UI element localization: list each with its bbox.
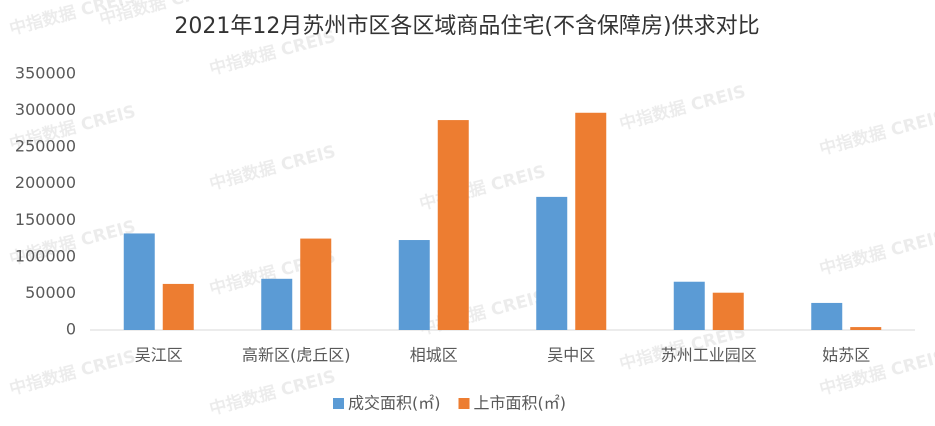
bar — [123, 233, 155, 330]
watermark: 中指数据 CREIS — [617, 81, 748, 135]
bar — [811, 302, 843, 330]
watermark: 中指数据 CREIS — [817, 226, 935, 280]
bar — [712, 292, 744, 330]
watermark: 中指数据 CREIS — [207, 141, 338, 195]
x-tick-label: 相城区 — [410, 346, 458, 365]
y-tick-label: 350000 — [15, 64, 76, 83]
bar — [261, 278, 293, 330]
bar — [575, 112, 607, 330]
y-tick-label: 50000 — [25, 283, 76, 302]
x-tick-label: 吴中区 — [547, 346, 595, 365]
y-tick-label: 150000 — [15, 210, 76, 229]
y-tick-label: 300000 — [15, 100, 76, 119]
bar — [673, 281, 705, 330]
legend-label: 成交面积(㎡) — [348, 394, 441, 413]
bar — [437, 120, 469, 330]
bar — [398, 240, 430, 330]
y-tick-label: 250000 — [15, 137, 76, 156]
watermark: 中指数据 CREIS — [417, 286, 548, 340]
legend-swatch — [333, 398, 344, 409]
watermark: 中指数据 CREIS — [7, 346, 138, 400]
bar — [536, 196, 568, 330]
y-tick-label: 0 — [66, 320, 76, 339]
bar — [162, 283, 194, 330]
bar — [300, 238, 332, 330]
y-tick-label: 200000 — [15, 173, 76, 192]
x-tick-label: 姑苏区 — [822, 346, 870, 365]
x-tick-label: 吴江区 — [135, 346, 183, 365]
watermark: 中指数据 CREIS — [207, 366, 338, 420]
legend-label: 上市面积(㎡) — [474, 394, 567, 413]
watermark: 中指数据 CREIS — [417, 161, 548, 215]
y-tick-label: 100000 — [15, 246, 76, 265]
legend-swatch — [458, 398, 470, 409]
bar — [850, 327, 882, 330]
x-tick-label: 苏州工业园区 — [661, 346, 757, 365]
chart-title: 2021年12月苏州市区各区域商品住宅(不含保障房)供求对比 — [174, 14, 759, 39]
watermark: 中指数据 CREIS — [817, 106, 935, 160]
x-tick-label: 高新区(虎丘区) — [242, 346, 351, 365]
